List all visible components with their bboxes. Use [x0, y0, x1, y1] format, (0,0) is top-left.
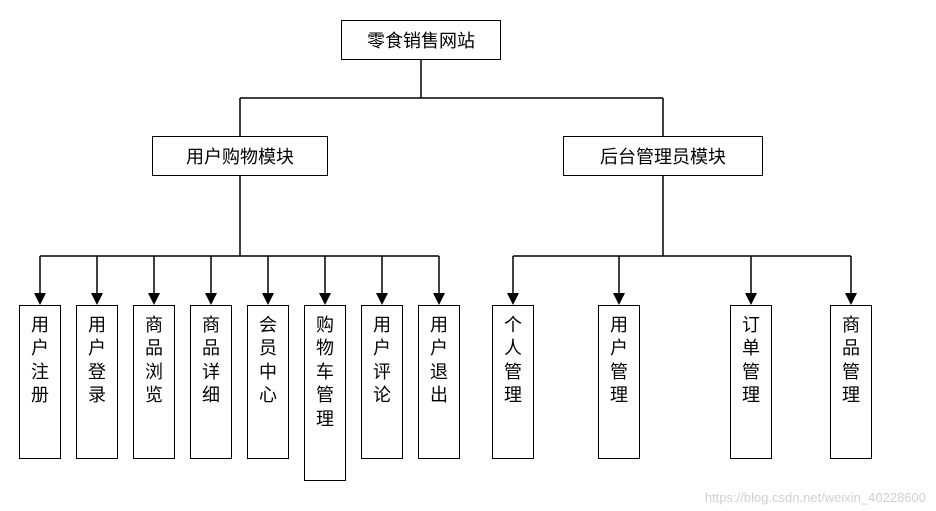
- root-node: 零食销售网站: [341, 20, 501, 60]
- leaf-cart-manage: 购物车管理: [304, 305, 346, 481]
- leaf-user-comment: 用户评论: [361, 305, 403, 459]
- leaf-user-logout: 用户退出: [418, 305, 460, 459]
- leaf-personal-manage: 个人管理: [492, 305, 534, 459]
- node-shopping-module: 用户购物模块: [152, 136, 328, 176]
- leaf-product-manage: 商品管理: [830, 305, 872, 459]
- leaf-product-detail: 商品详细: [190, 305, 232, 459]
- leaf-product-browse: 商品浏览: [133, 305, 175, 459]
- leaf-user-register: 用户注册: [19, 305, 61, 459]
- leaf-order-manage: 订单管理: [730, 305, 772, 459]
- node-label: 用户购物模块: [186, 143, 294, 169]
- root-label: 零食销售网站: [367, 27, 475, 53]
- leaf-user-manage: 用户管理: [598, 305, 640, 459]
- node-label: 后台管理员模块: [600, 143, 726, 169]
- leaf-user-login: 用户登录: [76, 305, 118, 459]
- watermark-text: https://blog.csdn.net/weixin_40228600: [705, 490, 926, 505]
- leaf-member-center: 会员中心: [247, 305, 289, 459]
- node-admin-module: 后台管理员模块: [563, 136, 763, 176]
